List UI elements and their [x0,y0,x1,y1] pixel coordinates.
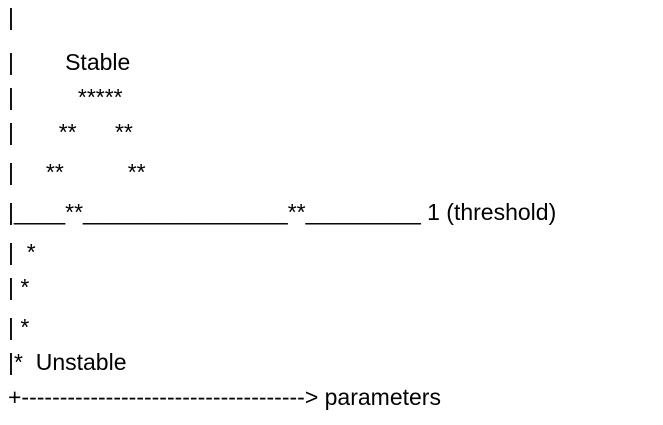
diagram-line-4: | ** ** [8,119,133,145]
diagram-line-5: | ** ** [8,159,146,185]
diagram-line-2: | Stable [8,49,131,75]
diagram-line-9: | * [8,314,30,340]
parameters-axis: +-------------------------------------> … [8,384,441,410]
diagram-line-10: |* Unstable [8,349,127,375]
diagram-line-1: | [8,4,14,30]
diagram-line-8: | * [8,274,30,300]
diagram-line-7: | * [8,239,36,265]
diagram-line-3: | ***** [8,84,123,110]
threshold-line: |____**________________**_________ 1 (th… [8,199,557,225]
